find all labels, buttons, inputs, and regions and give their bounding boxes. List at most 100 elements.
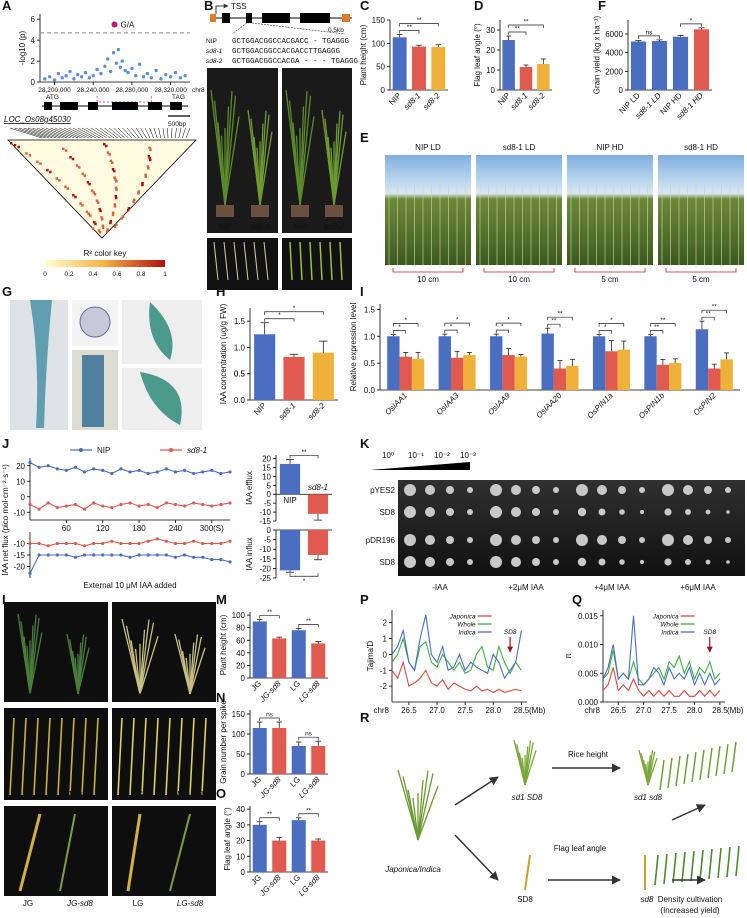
category-label: JG-sd8 [257, 873, 283, 899]
y-axis-label: Grain number per spike [219, 700, 228, 784]
axis-line [663, 853, 668, 885]
point [92, 553, 96, 557]
yeast-spot [532, 486, 540, 494]
point [37, 465, 41, 469]
point [46, 544, 50, 548]
category-label: sd8-1 [308, 483, 328, 492]
point [173, 541, 178, 546]
flow-arrow [454, 776, 499, 806]
condition-label: -IAA [432, 583, 448, 592]
y-tick-label: 1.0 [234, 343, 246, 352]
significance-bracket [264, 311, 324, 315]
ld-cell [126, 208, 130, 212]
axis-line [153, 717, 159, 796]
yeast-spot [404, 534, 416, 546]
axis-line [153, 127, 158, 139]
ld-cell [146, 165, 150, 168]
y-tick-label: 0 [241, 674, 246, 683]
point [83, 70, 88, 75]
flow-arrow [671, 804, 706, 821]
ld-cell [85, 210, 89, 214]
root-stain [30, 300, 52, 428]
point [134, 74, 138, 78]
y-tick-label: 0.5 [234, 370, 246, 379]
photo [658, 155, 744, 265]
axis-line [309, 241, 313, 281]
significance-bracket [508, 24, 544, 28]
point [52, 78, 57, 82]
x-tick-label: 28,240,000 [77, 87, 110, 94]
strain-label: pDR196 [366, 536, 396, 545]
point [28, 571, 32, 576]
pam: GGG [345, 58, 359, 66]
y-tick-label: 2 [383, 619, 388, 628]
ld-cell [109, 219, 113, 223]
y-tick-label: 10 [262, 472, 271, 481]
bar [605, 351, 618, 390]
point [101, 468, 105, 472]
x-tick-label: 60 [62, 524, 71, 533]
y-tick-label: 30 [236, 821, 245, 830]
point [120, 59, 124, 63]
y-tick-label: 20 [16, 462, 25, 471]
y-tick-label: 0.5 [364, 359, 376, 368]
plant-leaf [412, 797, 419, 841]
yeast-spot [598, 558, 606, 566]
axis-line [129, 717, 135, 796]
point [37, 507, 41, 511]
significance-bracket [259, 817, 280, 821]
point [155, 537, 159, 541]
condition-label: +2μM IAA [508, 583, 544, 592]
photo-label: sd8-1 [310, 282, 327, 289]
ld-cell [111, 211, 115, 215]
plant-leaf [407, 789, 419, 841]
ld-cell [109, 221, 112, 225]
plant-leaf [333, 131, 347, 206]
ld-cell [91, 227, 95, 230]
y-tick-label: 50 [376, 63, 385, 72]
yeast-spot [532, 508, 540, 516]
bar [307, 530, 329, 555]
point [91, 74, 95, 78]
category-label: OsPIN1a [586, 391, 616, 421]
y-tick-label: -20 [259, 564, 271, 573]
bar [311, 746, 326, 774]
photo-label: JG [23, 899, 33, 908]
point [28, 502, 32, 507]
point [159, 77, 163, 81]
point [37, 541, 41, 546]
photo-label: NIP [293, 222, 306, 231]
significance-label: ** [523, 19, 529, 26]
pam: GGG [327, 48, 341, 56]
bar [672, 36, 689, 90]
y-axis-label: IAA influx [245, 537, 254, 570]
bar [630, 41, 647, 90]
y-tick-label: -20 [13, 563, 25, 572]
y-tick-label: -5 [264, 536, 272, 545]
strain-label: pYES2 [370, 486, 395, 495]
axis-line [9, 717, 15, 796]
panel-letter: J [2, 436, 9, 451]
utr [210, 14, 216, 22]
category-label: JG [250, 873, 264, 887]
key-tick: 0.6 [112, 271, 121, 278]
pot [325, 205, 343, 217]
bar [566, 365, 579, 390]
point [46, 553, 50, 557]
point [110, 553, 114, 557]
plant-leaf [647, 751, 656, 786]
point [164, 553, 168, 557]
photo [112, 708, 216, 800]
yeast-spot [553, 509, 559, 515]
photo-label: sd8-1 LD [503, 143, 536, 152]
significance-label: ns [305, 731, 313, 738]
y-tick-label: 100 [372, 39, 386, 48]
y-tick-label: 10 [236, 852, 245, 861]
diagram-label: sd8 [641, 895, 654, 904]
plant-leaf [417, 773, 434, 841]
yeast-spot [662, 484, 674, 496]
photo-label: LG-sd8 [177, 899, 204, 908]
y-tick-label: 2 [31, 57, 36, 66]
photo [4, 806, 108, 896]
